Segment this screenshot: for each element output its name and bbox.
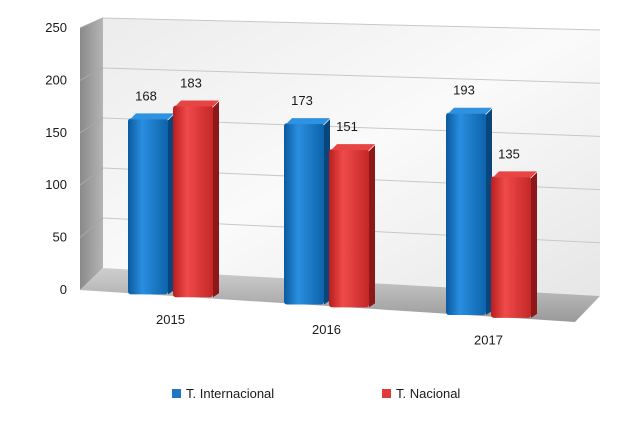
legend-item-t-internacional: T. Internacional: [172, 386, 274, 401]
x-axis-ticks: 2015 2016 2017: [156, 312, 503, 348]
legend-swatch: [172, 389, 181, 398]
bar-top: [175, 100, 219, 107]
y-axis-ticks: 0 50 100 150 200 250: [45, 20, 67, 297]
bar-top: [130, 113, 174, 120]
y-tick-label: 0: [60, 282, 67, 297]
y-tick-label: 50: [53, 230, 67, 245]
side-wall: [80, 18, 103, 290]
data-label-t-nacional-2017: 135: [498, 146, 520, 161]
gridline: [102, 17, 601, 31]
bar-side: [324, 119, 330, 305]
x-tick-label-2016: 2016: [312, 322, 341, 337]
legend-label: T. Internacional: [186, 386, 275, 401]
legend-swatch: [382, 389, 391, 398]
bar-side: [369, 145, 375, 308]
bar-side: [531, 172, 537, 318]
bar-t-internacional-2015: [128, 113, 174, 295]
bar-front: [173, 105, 213, 298]
data-labels: 168 183 173 151 193 135: [135, 76, 520, 162]
gridline-side: [79, 67, 104, 81]
y-tick-label: 200: [45, 72, 67, 87]
bar-t-nacional-2016: [329, 144, 375, 308]
y-tick-label: 250: [45, 20, 67, 35]
data-label-t-nacional-2016: 151: [336, 119, 358, 134]
bar-t-internacional-2016: [284, 118, 330, 305]
bar-front: [128, 118, 168, 295]
bar-top: [493, 171, 537, 178]
gridline-side: [79, 117, 104, 134]
data-label-t-internacional-2017: 193: [453, 83, 475, 98]
gridline: [102, 67, 601, 84]
x-tick-label-2017: 2017: [474, 332, 503, 347]
data-label-t-internacional-2015: 168: [135, 88, 157, 103]
legend: T. Internacional T. Nacional: [0, 386, 638, 406]
legend-label: T. Nacional: [396, 386, 461, 401]
gridline-side: [79, 17, 104, 29]
data-label-t-nacional-2015: 183: [180, 76, 202, 91]
x-tick-label-2015: 2015: [156, 312, 185, 327]
bar-top: [331, 144, 375, 151]
bar-top: [286, 118, 330, 125]
bars: [128, 100, 537, 318]
gridline-side: [79, 167, 104, 186]
bar-front: [284, 123, 324, 305]
gridline-side: [79, 217, 104, 238]
y-tick-label: 100: [45, 177, 67, 192]
bar-t-internacional-2017: [446, 107, 492, 315]
y-tick-label: 150: [45, 125, 67, 140]
bar-t-nacional-2015: [173, 100, 219, 298]
legend-item-t-nacional: T. Nacional: [382, 386, 460, 401]
bar-top: [448, 107, 492, 114]
bar-t-nacional-2017: [491, 171, 537, 318]
bar-side: [213, 101, 219, 298]
bar-front: [446, 112, 486, 315]
bar-side: [486, 108, 492, 315]
bar-front: [329, 149, 369, 308]
data-label-t-internacional-2016: 173: [291, 93, 313, 108]
bar-front: [491, 176, 531, 318]
bar-side: [168, 114, 174, 295]
